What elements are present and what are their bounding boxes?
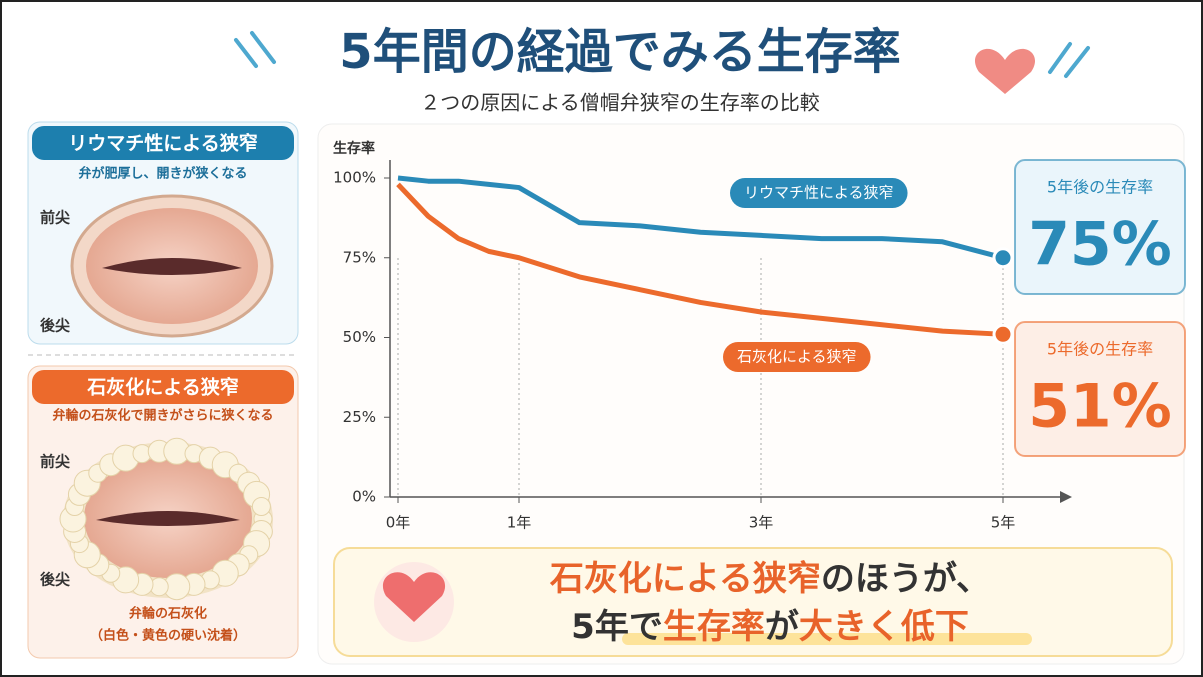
message-line: 5年で生存率が大きく低下 (571, 607, 969, 647)
message-part: 生存率 (663, 607, 765, 647)
x-tick-label: 3年 (749, 514, 774, 532)
message-line: 石灰化による狭窄のほうが、 (549, 559, 990, 599)
legend-label: リウマチ性による狭窄 (744, 184, 894, 202)
message-part: 大きく低下 (799, 607, 969, 647)
message-part: が (765, 607, 799, 647)
infographic: 5年間の経過でみる生存率 ２つの原因による僧帽弁狭窄の生存率の比較 リウマチ性に… (0, 0, 1203, 677)
y-tick-label: 50% (343, 328, 376, 346)
panel-title: リウマチ性による狭窄 (68, 132, 257, 155)
message-part: のほうが、 (821, 559, 990, 599)
valve-label: 後尖 (39, 317, 70, 335)
caption: 弁輪の石灰化 (129, 606, 207, 622)
caption: （白色・黄色の硬い沈着） (90, 628, 246, 644)
y-tick-label: 75% (343, 248, 376, 266)
y-tick-label: 100% (333, 169, 376, 187)
title: 5年間の経過でみる生存率 (339, 24, 900, 80)
legend-label: 石灰化による狭窄 (737, 348, 857, 366)
panel-desc: 弁が肥厚し、開きが狭くなる (78, 166, 247, 182)
message-part: 5年で (571, 607, 663, 647)
calcification (252, 498, 270, 516)
valve-label: 後尖 (39, 571, 70, 589)
valve-label: 前尖 (40, 453, 70, 471)
x-tick-label: 1年 (507, 514, 532, 532)
y-tick-label: 25% (343, 408, 376, 426)
page: 5年間の経過でみる生存率 ２つの原因による僧帽弁狭窄の生存率の比較 リウマチ性に… (0, 0, 1203, 677)
valve-label: 前尖 (40, 209, 70, 227)
y-tick-label: 0% (352, 488, 376, 506)
callout-label: 5年後の生存率 (1047, 340, 1153, 359)
panel-title: 石灰化による狭窄 (86, 376, 238, 399)
end-point (994, 325, 1012, 343)
end-point (994, 249, 1012, 267)
message-part: 石灰化による狭窄 (549, 559, 821, 599)
x-tick-label: 0年 (386, 514, 411, 532)
subtitle: ２つの原因による僧帽弁狭窄の生存率の比較 (420, 91, 819, 115)
x-tick-label: 5年 (991, 514, 1016, 532)
y-axis-label: 生存率 (333, 140, 375, 157)
callout-value: 75% (1028, 210, 1172, 280)
callout-value: 51% (1028, 372, 1172, 442)
panel-desc: 弁輪の石灰化で開きがさらに狭くなる (52, 408, 273, 424)
valve-illustration (72, 196, 272, 336)
callout-label: 5年後の生存率 (1047, 178, 1153, 197)
